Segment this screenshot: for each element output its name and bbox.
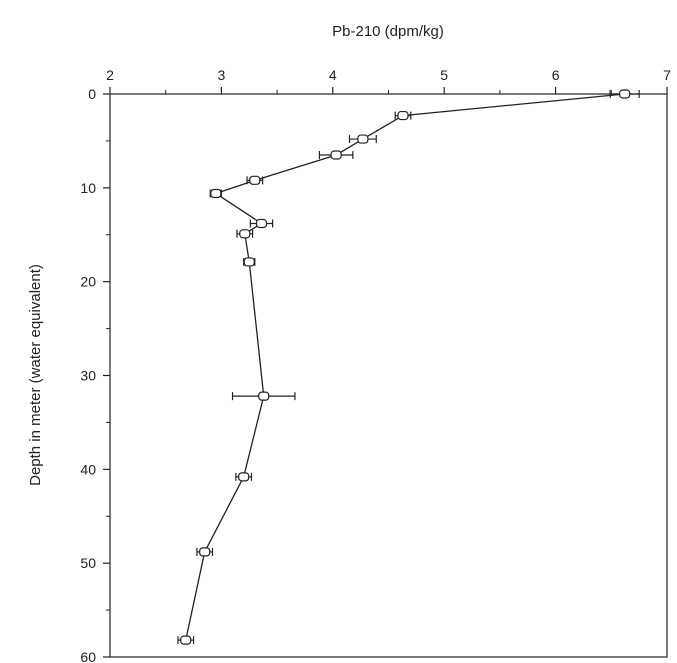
- data-point: [210, 188, 222, 199]
- x-tick-label: 4: [329, 67, 337, 83]
- y-tick-label: 0: [88, 86, 96, 102]
- data-point: [238, 472, 250, 482]
- data-point: [619, 89, 631, 99]
- data-point: [330, 150, 342, 160]
- y-tick-label: 40: [80, 461, 96, 477]
- data-point: [239, 229, 251, 239]
- error-bars: [177, 90, 640, 645]
- x-tick-label: 5: [440, 67, 448, 83]
- plot-frame: [109, 93, 668, 658]
- y-tick-label: 30: [80, 368, 96, 384]
- data-point: [249, 175, 261, 185]
- data-point: [258, 391, 270, 401]
- x-tick-label: 6: [552, 67, 560, 83]
- y-axis-ticks: 0 10 20 30 40 50 60: [80, 86, 110, 663]
- x-tick-label: 2: [106, 67, 114, 83]
- y-tick-label: 10: [80, 180, 96, 196]
- data-point: [357, 134, 369, 144]
- x-axis-ticks: 2 3 4 5 6 7: [106, 67, 671, 94]
- y-tick-label: 20: [80, 274, 96, 290]
- y-tick-label: 50: [80, 555, 96, 571]
- data-points: [180, 89, 631, 645]
- x-axis-title: Pb-210 (dpm/kg): [332, 23, 444, 40]
- x-tick-label: 7: [663, 67, 671, 83]
- data-point: [180, 635, 192, 645]
- y-axis-title: Depth in meter (water equivalent): [27, 264, 44, 486]
- x-tick-label: 3: [218, 67, 226, 83]
- data-point: [243, 257, 255, 267]
- data-point: [199, 547, 211, 557]
- data-point: [255, 218, 268, 229]
- y-tick-label: 60: [80, 649, 96, 663]
- data-point: [397, 110, 409, 121]
